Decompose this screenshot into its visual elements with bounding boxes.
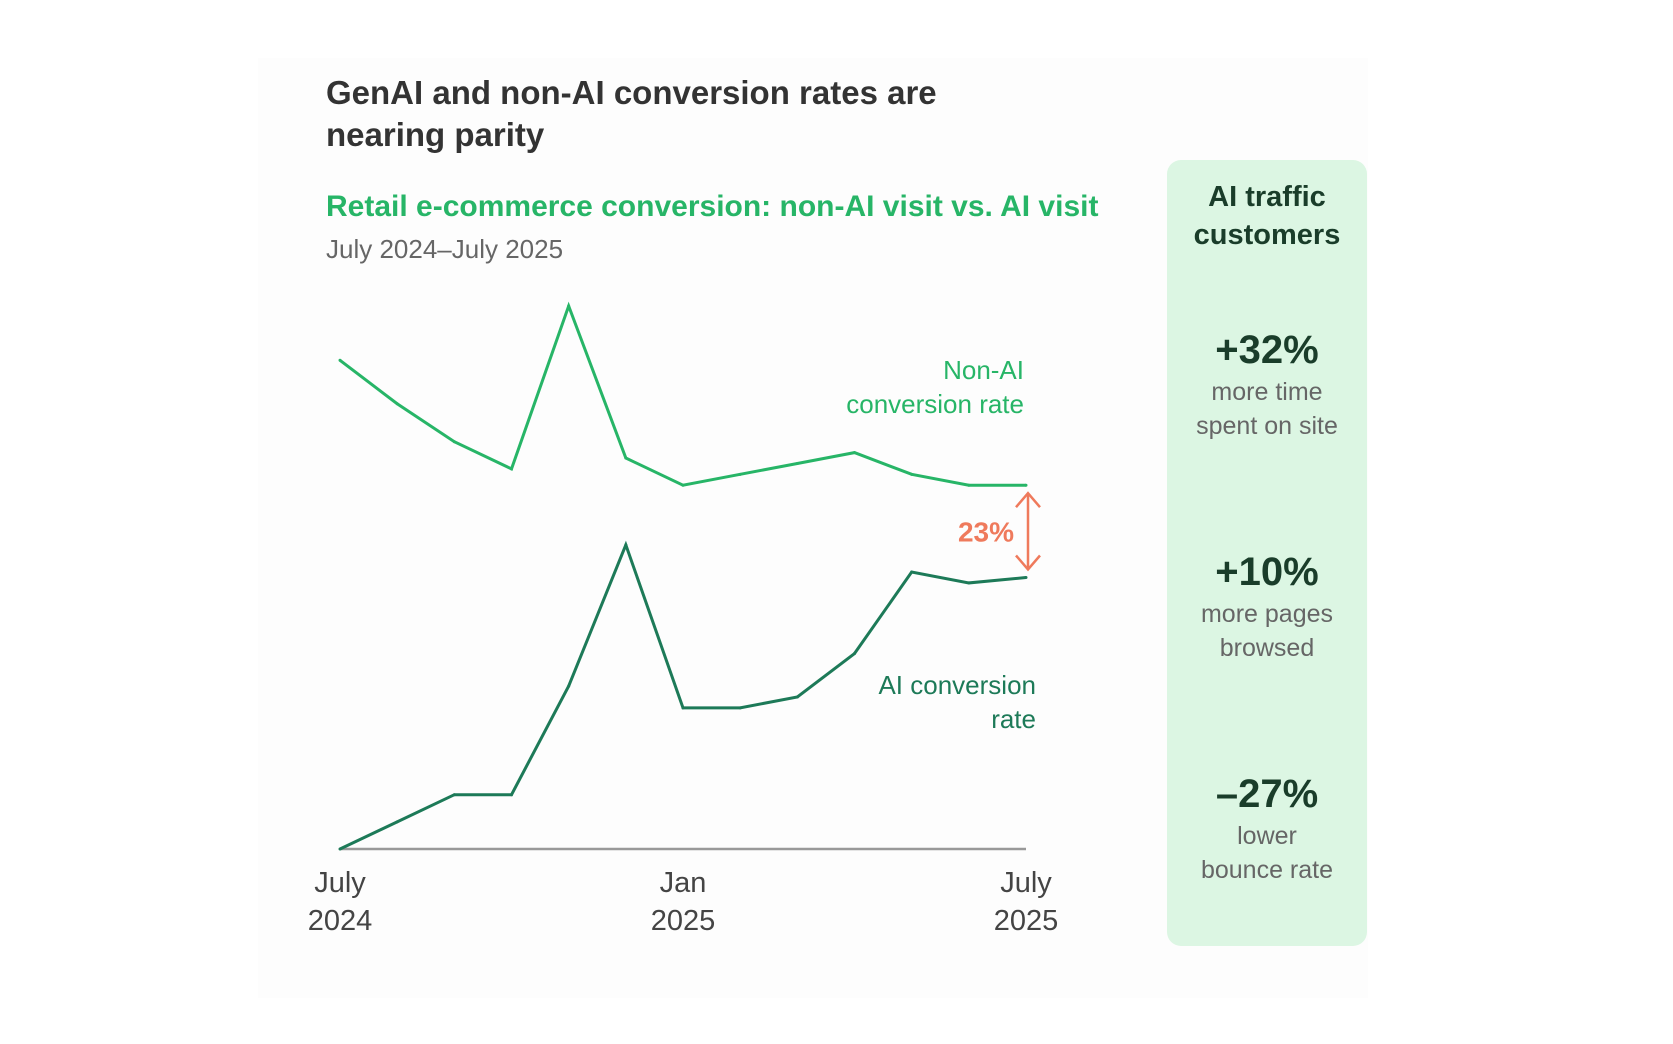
data-point-s0-2	[452, 440, 456, 444]
stat-desc-line-2: spent on site	[1196, 412, 1338, 440]
stat-desc-line-2: bounce rate	[1200, 856, 1334, 884]
x-tick-label-1-1: 2025	[651, 905, 716, 937]
stat-pages-browsed: +10% more pages browsed	[1167, 547, 1367, 665]
panel-title-line-1: AI traffic	[1208, 181, 1326, 213]
data-point-s1-12	[1024, 576, 1028, 579]
data-point-s0-11	[967, 483, 971, 487]
data-point-s0-9	[853, 451, 856, 455]
data-point-s0-5	[624, 456, 628, 460]
data-point-s0-4	[567, 304, 571, 308]
data-point-s0-10	[910, 472, 914, 476]
stat-desc-line-1: more time	[1211, 378, 1323, 406]
stat-desc-line-2: browsed	[1219, 634, 1315, 662]
gap-annotation-label: 23%	[958, 516, 1014, 547]
panel-title-line-2: customers	[1193, 219, 1341, 251]
data-point-s0-1	[395, 402, 399, 406]
x-tick-label-2-0: July	[1000, 867, 1052, 899]
stat-value: +10%	[1215, 550, 1319, 594]
x-tick-label-2-1: 2025	[994, 905, 1059, 937]
series-label-nonai-line-1: conversion rate	[846, 389, 1024, 419]
x-tick-label-0-1: 2024	[308, 905, 373, 937]
stat-time-on-site: +32% more time spent on site	[1167, 325, 1367, 443]
data-point-s0-3	[510, 467, 513, 471]
ai-traffic-panel: AI traffic customers +32% more time spen…	[1167, 160, 1367, 946]
stat-bounce-rate: –27% lower bounce rate	[1167, 769, 1367, 887]
data-point-s0-7	[738, 472, 742, 476]
gap-arrow-head-bottom	[1015, 554, 1041, 572]
chart-subtitle: Retail e-commerce conversion: non-AI vis…	[326, 190, 1099, 223]
data-point-s0-8	[795, 461, 799, 465]
stat-value: –27%	[1215, 772, 1319, 816]
data-point-s1-10	[910, 570, 914, 574]
data-point-s1-4	[567, 684, 571, 688]
data-point-s1-5	[624, 543, 628, 547]
data-point-s0-12	[1024, 483, 1028, 487]
data-point-s1-9	[853, 652, 856, 656]
data-point-s1-6	[681, 706, 685, 710]
series-label-ai-line-0: AI conversion	[878, 670, 1036, 700]
data-point-s1-8	[795, 695, 799, 699]
data-point-s1-11	[967, 581, 971, 585]
x-tick-label-0-0: July	[314, 867, 366, 899]
gap-arrow-head-top	[1015, 491, 1041, 509]
series-label-nonai-line-0: Non-AI	[943, 355, 1024, 385]
stat-desc-line-1: more pages	[1200, 600, 1334, 628]
data-point-s1-7	[738, 706, 742, 710]
data-point-s1-1	[395, 820, 399, 824]
series-label-ai-line-1: rate	[991, 704, 1036, 734]
stat-value: +32%	[1215, 328, 1319, 372]
data-point-s1-3	[510, 793, 513, 797]
chart-title: GenAI and non-AI conversion rates are ne…	[326, 74, 937, 153]
data-point-s0-0	[338, 358, 342, 362]
data-point-s0-6	[681, 483, 685, 487]
data-point-s1-0	[338, 847, 342, 851]
stat-desc-line-1: lower	[1237, 822, 1297, 850]
data-point-s1-2	[452, 793, 456, 797]
x-tick-label-1-0: Jan	[660, 867, 707, 899]
date-range: July 2024–July 2025	[326, 234, 564, 264]
panel-title: AI traffic customers	[1167, 178, 1367, 254]
